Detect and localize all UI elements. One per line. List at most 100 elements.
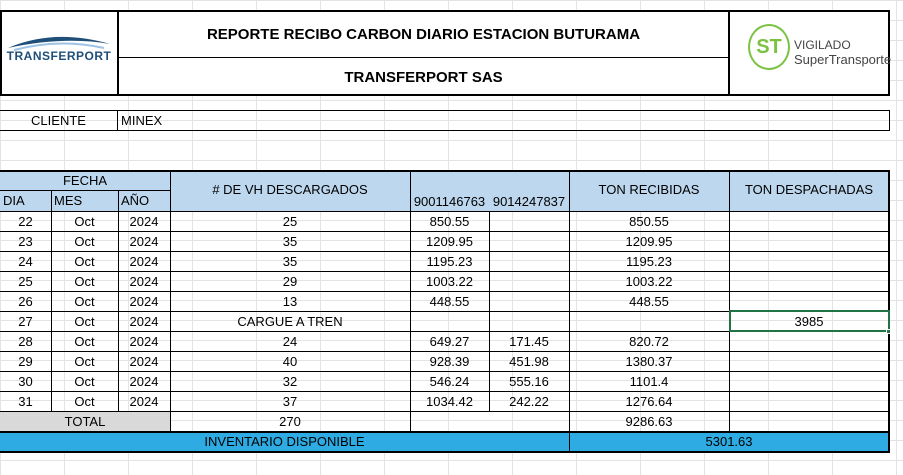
table-row-despachadas [729, 331, 889, 351]
table-row-dia: 26 [18, 293, 33, 309]
total-recibidas: 9286.63 [625, 413, 673, 429]
client-label: CLIENTE [31, 113, 86, 128]
table-row-vh: 40 [282, 353, 298, 369]
table-row-vh: CARGUE A TREN [237, 313, 343, 329]
table-row-nit1: 928.39 [429, 353, 470, 369]
transferport-logo-text: TRANSFERPORT [6, 49, 112, 63]
table-row-nit2 [489, 251, 569, 271]
table-row-despachadas [729, 271, 889, 291]
table-row-dia: 28 [18, 333, 33, 349]
table-row-anio: 2024 [129, 393, 159, 409]
table-row-anio: 2024 [129, 373, 159, 389]
table-row-anio: 2024 [129, 293, 159, 309]
table-row-dia: 23 [18, 233, 33, 249]
table-row-vh: 24 [282, 333, 298, 349]
table-row-vh: 29 [282, 273, 298, 289]
dia-header: DIA [3, 193, 25, 208]
table-row-nit2: 242.22 [509, 393, 549, 409]
table-row-recibidas: 1195.23 [625, 253, 673, 269]
table-row-recibidas [569, 311, 729, 331]
table-row-mes: Oct [74, 313, 95, 329]
table-row-mes: Oct [74, 333, 95, 349]
anio-header: AÑO [121, 193, 150, 208]
table-row-anio: 2024 [129, 273, 159, 289]
table-row-nit2 [489, 311, 569, 331]
table-row-mes: Oct [74, 273, 95, 289]
table-row-nit2 [489, 291, 569, 311]
table-row-dia: 29 [18, 353, 33, 369]
st-badge-icon: ST [748, 24, 790, 70]
table-row-recibidas: 1003.22 [625, 273, 673, 289]
table-row-dia: 25 [18, 273, 33, 289]
table-row-nit2 [489, 271, 569, 291]
inventory-label: INVENTARIO DISPONIBLE [0, 431, 569, 451]
table-row-mes: Oct [74, 233, 95, 249]
nit1-header: 9001146763 [413, 194, 486, 209]
table-row-dia: 30 [18, 373, 33, 389]
table-row-recibidas: 820.72 [629, 333, 669, 349]
fill-handle[interactable] [886, 329, 891, 334]
table-row-nit1: 546.24 [429, 373, 470, 389]
transferport-logo: TRANSFERPORT [4, 28, 114, 72]
table-row-recibidas: 1209.95 [625, 233, 673, 249]
table-row-mes: Oct [74, 293, 95, 309]
table-row-nit1: 649.27 [429, 333, 470, 349]
table-row-despachadas [729, 391, 889, 411]
table-row-nit1: 1034.42 [426, 393, 473, 409]
table-row-nit1: 448.55 [429, 293, 470, 309]
table-row-nit2 [489, 211, 569, 231]
table-row-despachadas [729, 251, 889, 271]
table-row-despachadas: 3985 [794, 313, 824, 329]
table-row-anio: 2024 [129, 253, 159, 269]
mes-header: MES [54, 193, 83, 208]
header-block [0, 10, 890, 96]
table-row-nit1: 1003.22 [426, 273, 473, 289]
table-row-vh: 13 [282, 293, 298, 309]
table-row-mes: Oct [74, 213, 95, 229]
table-row-nit2: 171.45 [509, 333, 549, 349]
table-row-nit2: 451.98 [509, 353, 549, 369]
table-row-nit2: 555.16 [509, 373, 549, 389]
company-name: TRANSFERPORT SAS [344, 68, 503, 86]
table-row-recibidas: 850.55 [629, 213, 669, 229]
table-row-nit1: 1209.95 [426, 233, 473, 249]
table-row-anio: 2024 [129, 313, 159, 329]
table-row-anio: 2024 [129, 353, 159, 369]
table-row-dia: 27 [18, 313, 33, 329]
table-row-recibidas: 1276.64 [625, 393, 673, 409]
table-row-recibidas: 1101.4 [629, 373, 669, 389]
ton-recibidas-header: TON RECIBIDAS [598, 182, 700, 197]
client-value: MINEX [121, 113, 163, 128]
table-row-nit1: 850.55 [429, 213, 470, 229]
total-label: TOTAL [0, 411, 170, 431]
table-row-mes: Oct [74, 373, 95, 389]
table-row-despachadas [729, 231, 889, 251]
table-row-anio: 2024 [129, 333, 159, 349]
nit2-header: 9014247837 [492, 194, 566, 209]
table-row-nit1 [410, 311, 489, 331]
table-row-mes: Oct [74, 393, 95, 409]
table-row-despachadas [729, 211, 889, 231]
table-row-vh: 35 [282, 253, 298, 269]
vh-header: # DE VH DESCARGADOS [212, 182, 368, 197]
table-row-recibidas: 448.55 [629, 293, 669, 309]
table-row-mes: Oct [74, 253, 95, 269]
selected-cell-outline[interactable] [729, 310, 890, 332]
fecha-header: FECHA [62, 172, 108, 188]
table-row-vh: 32 [282, 373, 298, 389]
table-row-dia: 24 [18, 253, 33, 269]
supertransporte-logo: ST VIGILADO SuperTransporte [744, 20, 891, 88]
total-vh: 270 [279, 413, 301, 429]
table-row-vh: 35 [282, 233, 298, 249]
report-title: REPORTE RECIBO CARBON DIARIO ESTACION BU… [206, 26, 641, 43]
table-row-despachadas [729, 371, 889, 391]
table-row-nit1: 1195.23 [426, 253, 473, 269]
table-row-anio: 2024 [129, 233, 159, 249]
table-row-anio: 2024 [129, 213, 159, 229]
table-row-mes: Oct [74, 353, 95, 369]
table-row-recibidas: 1380.37 [625, 353, 673, 369]
table-row-despachadas [729, 351, 889, 371]
ton-despachadas-header: TON DESPACHADAS [744, 182, 874, 197]
table-row-despachadas [729, 291, 889, 311]
table-row-nit2 [489, 231, 569, 251]
